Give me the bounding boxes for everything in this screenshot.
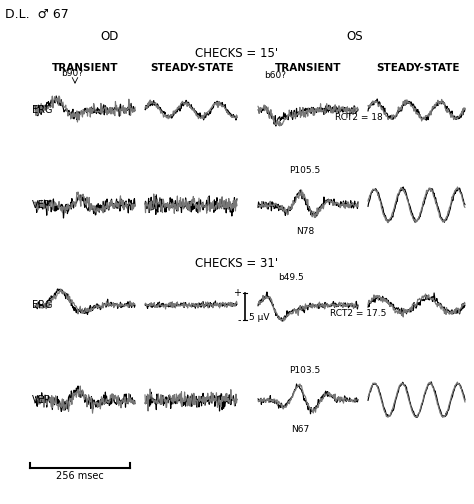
Text: +: +: [233, 288, 241, 298]
Text: 256 msec: 256 msec: [56, 471, 104, 481]
Text: ERG: ERG: [32, 300, 53, 310]
Text: P105.5: P105.5: [289, 166, 320, 175]
Text: RCT2 = 18: RCT2 = 18: [335, 113, 383, 122]
Text: TRANSIENT: TRANSIENT: [52, 63, 118, 73]
Text: OS: OS: [346, 30, 363, 43]
Text: P103.5: P103.5: [289, 366, 320, 375]
Text: N67: N67: [291, 425, 309, 434]
Text: CHECKS = 15': CHECKS = 15': [195, 47, 279, 60]
Text: ERG: ERG: [32, 105, 53, 115]
Text: OD: OD: [101, 30, 119, 43]
Text: TRANSIENT: TRANSIENT: [275, 63, 341, 73]
Text: b60?: b60?: [264, 71, 286, 80]
Text: RCT2 = 17.5: RCT2 = 17.5: [330, 309, 386, 318]
Text: CHECKS = 31': CHECKS = 31': [195, 257, 279, 270]
Text: b90?: b90?: [61, 69, 83, 78]
Text: 5 μV: 5 μV: [249, 312, 270, 322]
Text: STEADY-STATE: STEADY-STATE: [150, 63, 234, 73]
Text: N78: N78: [296, 227, 314, 236]
Text: VEP: VEP: [32, 200, 51, 210]
Text: D.L.  ♂ 67: D.L. ♂ 67: [5, 8, 69, 21]
Text: VEP: VEP: [32, 395, 51, 405]
Text: -: -: [237, 315, 241, 325]
Text: b49.5: b49.5: [278, 273, 304, 282]
Text: STEADY-STATE: STEADY-STATE: [376, 63, 460, 73]
